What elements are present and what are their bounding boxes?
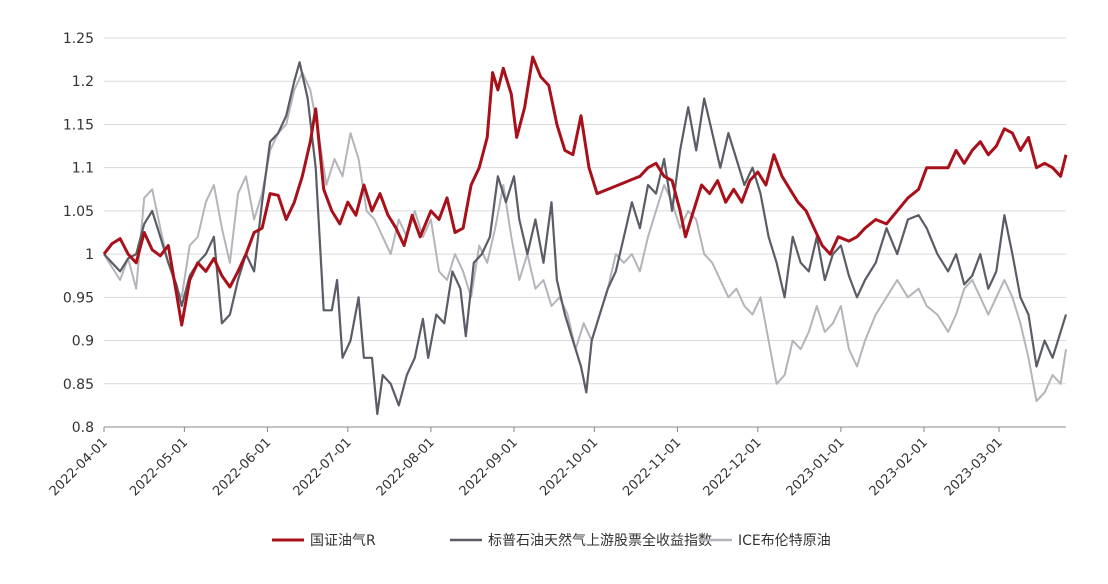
series-lines [102, 55, 1068, 416]
y-tick-label: 1.25 [63, 31, 94, 47]
x-tick-label: 2023-03-01 [942, 435, 1006, 499]
y-tick-label: 1 [85, 247, 94, 263]
legend-label-2: ICE布伦特原油 [738, 533, 831, 549]
x-axis-ticks: 2022-04-01 2022-05-01 2022-06-01 2022-07-01… [47, 426, 1066, 499]
y-tick-label: 1.05 [63, 204, 94, 220]
x-tick-label: 2022-10-01 [537, 435, 601, 499]
x-tick-label: 2022-05-01 [127, 435, 191, 499]
x-tick-label: 2022-09-01 [457, 435, 521, 499]
legend-label-0: 国证油气R [310, 533, 376, 549]
x-tick-label: 2022-12-01 [701, 435, 765, 499]
legend-label-1: 标普石油天然气上游股票全收益指数 [488, 532, 712, 549]
y-tick-label: 1.15 [63, 117, 94, 133]
x-tick-label: 2022-04-01 [47, 435, 111, 499]
grid-lines [104, 37, 1066, 428]
x-tick-label: 2023-02-01 [867, 435, 931, 499]
y-tick-label: 0.8 [72, 420, 94, 436]
x-tick-label: 2022-11-01 [620, 435, 684, 499]
series-line-2 [103, 71, 1067, 403]
series-line-0 [102, 55, 1068, 327]
y-tick-label: 1.1 [72, 161, 94, 177]
x-tick-label: 2022-08-01 [374, 435, 438, 499]
y-tick-label: 0.85 [63, 377, 94, 393]
series-line-1 [103, 61, 1068, 416]
legend: 国证油气R 标普石油天然气上游股票全收益指数 ICE布伦特原油 [272, 532, 831, 549]
y-tick-label: 0.95 [63, 290, 94, 306]
x-tick-label: 2023-01-01 [784, 435, 848, 499]
y-tick-label: 0.9 [72, 334, 94, 350]
y-tick-label: 1.2 [72, 74, 94, 90]
x-tick-label: 2022-06-01 [210, 435, 274, 499]
y-axis-ticks: 0.8 0.85 0.9 0.95 1 1.05 1.1 1.15 1.2 1.25 [63, 31, 94, 436]
x-tick-label: 2022-07-01 [291, 435, 355, 499]
